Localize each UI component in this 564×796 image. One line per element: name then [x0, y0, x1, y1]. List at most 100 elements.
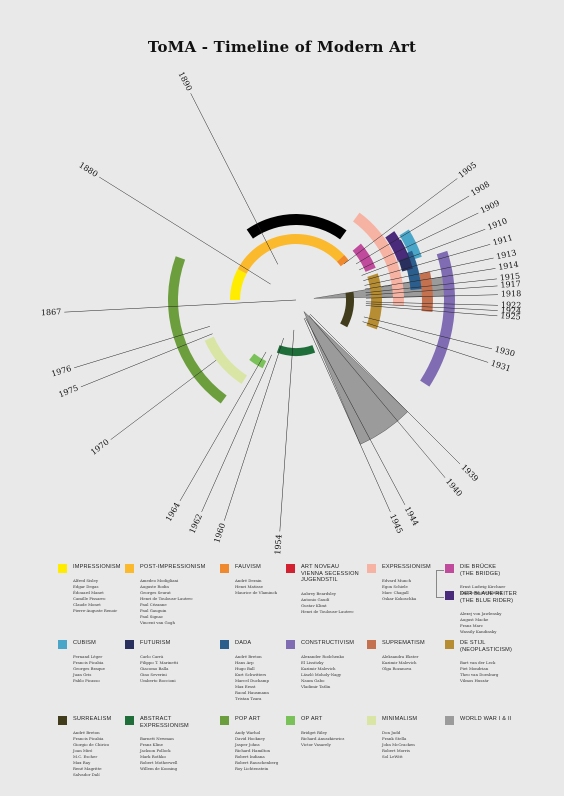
legend-artist: Richard Anuszkiewicz: [301, 735, 345, 741]
legend-swatch: [286, 640, 295, 649]
legend-artist: Roy Lichtenstein: [235, 765, 269, 771]
legend-artist: Karl Schmidt-Rottluff: [460, 590, 503, 596]
leader-1880: [99, 176, 271, 285]
legend-swatch: [445, 564, 454, 573]
legend-artist: André Breton: [235, 653, 262, 659]
legend-swatch: [286, 564, 295, 573]
legend-artist: Pierre-Auguste Renoir: [73, 607, 118, 613]
legend-title: Der Blaue Reiter (The Blue Rider): [460, 591, 517, 604]
year-label-1908: 1908: [469, 180, 491, 198]
legend-title: Op Art: [301, 716, 323, 722]
legend-artist-list: Alexej von Jawlensky August Macke Franz Ma…: [460, 611, 501, 635]
legend-connector: [436, 570, 444, 571]
legend-artist: Jackson Pollock: [140, 748, 171, 754]
legend-artist: Juan Gris: [73, 671, 92, 677]
year-label-1944: 1944: [403, 505, 421, 527]
legend-artist: Alexej von Jawlensky: [460, 611, 502, 617]
year-leader-lines: [64, 93, 498, 532]
legend-artist: Edvard Munch: [382, 577, 412, 583]
arc-de-stijl: [366, 273, 382, 330]
legend-artist-list: Carlo Carrà Filippo T. Marinetti Giacomo B…: [140, 654, 178, 684]
wedge-world-war-i: [313, 274, 455, 299]
legend-artist: Henri de Toulouse-Lautrec: [301, 608, 354, 614]
legend-artist: Aubrey Beardsley: [301, 590, 336, 596]
legend-swatch: [125, 716, 134, 725]
year-label-1931: 1931: [490, 359, 512, 374]
leader-1976: [74, 326, 211, 369]
arc-suprematism: [419, 271, 434, 312]
year-label-1917: 1917: [500, 279, 521, 289]
legend-artist: Hans Arp: [235, 659, 254, 665]
legend-artist: Maurice de Vlaminck: [235, 589, 278, 595]
legend-artist: Wassily Kandinsky: [460, 629, 497, 635]
legend-artist: Georges Seurat: [140, 589, 171, 595]
year-label-1911: 1911: [492, 233, 514, 247]
leader-1915: [365, 278, 497, 293]
legend-swatch: [367, 716, 376, 725]
legend-artist: Oskar Kokoschka: [382, 595, 417, 601]
arc-pop-art: [168, 256, 227, 404]
arc-der-blaue-reiter: [385, 231, 409, 261]
legend-swatch: [220, 564, 229, 573]
legend-title: Cubism: [73, 640, 96, 646]
legend-artist: Victor Vasarely: [301, 741, 331, 747]
leader-1940: [308, 315, 446, 478]
legend-artist: Claude Monet: [73, 601, 101, 607]
legend-swatch: [58, 640, 67, 649]
legend-title: Fauvism: [235, 564, 261, 570]
legend-artist: Barnett Newman: [140, 736, 174, 742]
legend-artist: Henri Matisse: [235, 583, 263, 589]
arc-op-art: [249, 353, 267, 369]
leader-1908: [355, 195, 470, 265]
year-label-1914: 1914: [498, 260, 520, 272]
legend-artist: Jasper Johns: [235, 741, 260, 747]
leader-1954: [279, 329, 295, 532]
leader-1924: [365, 303, 498, 311]
arc-abstract-expressionism: [276, 345, 316, 356]
year-label-1964: 1964: [164, 501, 182, 523]
legend-artist: Don Judd: [382, 729, 401, 735]
leader-1922: [365, 301, 498, 306]
legend-artist: Robert Rauschenberg: [235, 759, 279, 765]
legend-swatch: [220, 716, 229, 725]
legend-swatch: [367, 640, 376, 649]
leader-1918: [365, 294, 498, 299]
legend-artist: Olga Rozanova: [382, 665, 412, 671]
legend-connector: [436, 570, 437, 597]
arc-surrealism: [340, 291, 354, 328]
legend-artist-list: Amedeo Modigliani Auguste Rodin Georges Se…: [140, 578, 193, 626]
legend-artist: Alexander Rodchenko: [301, 653, 345, 659]
leader-1964: [179, 351, 267, 502]
legend-title: Minimalism: [382, 716, 418, 722]
legend-artist: Paul Signac: [140, 613, 164, 619]
year-label-1962: 1962: [188, 513, 205, 535]
year-label-1909: 1909: [479, 198, 501, 215]
leader-1939: [309, 313, 461, 465]
legend-artist-list: André Derain Henri Matisse Maurice de Vlam…: [235, 578, 277, 596]
leader-1930: [363, 316, 493, 350]
legend-artist-list: André Breton Hans Arp Hugo Ball Kurt Schwit…: [235, 654, 269, 702]
arc-constructivism: [420, 250, 455, 387]
legend-swatch: [286, 716, 295, 725]
year-label-1976: 1976: [50, 364, 72, 379]
legend-artist: László Moholy-Nagy: [301, 671, 342, 677]
legend-artist: Kurt Schwitters: [235, 671, 267, 677]
legend-artist-list: Alexander Rodchenko El Lissitzky Kazimir M…: [301, 654, 344, 690]
legend-swatch: [445, 640, 454, 649]
legend-artist: Theo van Doesburg: [460, 672, 499, 678]
legend-title: Surrealism: [73, 716, 112, 722]
legend-artist: Aleksandra Ekster: [382, 653, 419, 659]
legend-artist: Fernand Léger: [73, 653, 103, 659]
leader-1944: [305, 317, 406, 505]
legend-artist: David Hockney: [235, 735, 265, 741]
leader-1905: [343, 178, 458, 265]
legend-artist: Alfred Sisley: [73, 577, 99, 583]
leader-1913: [364, 257, 494, 286]
legend-artist: Francis Picabia: [73, 735, 104, 741]
legend-artist: Edgar Degas: [73, 583, 99, 589]
legend-artist: Raoul Hausmann: [235, 689, 269, 695]
legend-artist: Filippo T. Marinetti: [140, 659, 179, 665]
year-label-1940: 1940: [444, 477, 464, 498]
legend-artist: Vladimir Tatlin: [301, 683, 331, 689]
legend-artist: Kazimir Malevich: [382, 659, 417, 665]
